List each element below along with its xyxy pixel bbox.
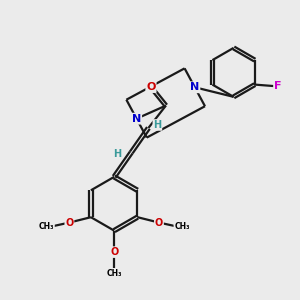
Text: H: H — [113, 149, 121, 159]
Text: O: O — [155, 218, 163, 228]
Text: N: N — [132, 114, 141, 124]
Text: F: F — [274, 81, 282, 91]
Text: CH₃: CH₃ — [106, 269, 122, 278]
Text: H: H — [153, 120, 161, 130]
Text: CH₃: CH₃ — [39, 222, 54, 231]
Text: N: N — [190, 82, 200, 92]
Text: O: O — [110, 247, 118, 257]
Text: O: O — [65, 218, 74, 228]
Text: CH₃: CH₃ — [174, 222, 190, 231]
Text: O: O — [146, 82, 156, 92]
